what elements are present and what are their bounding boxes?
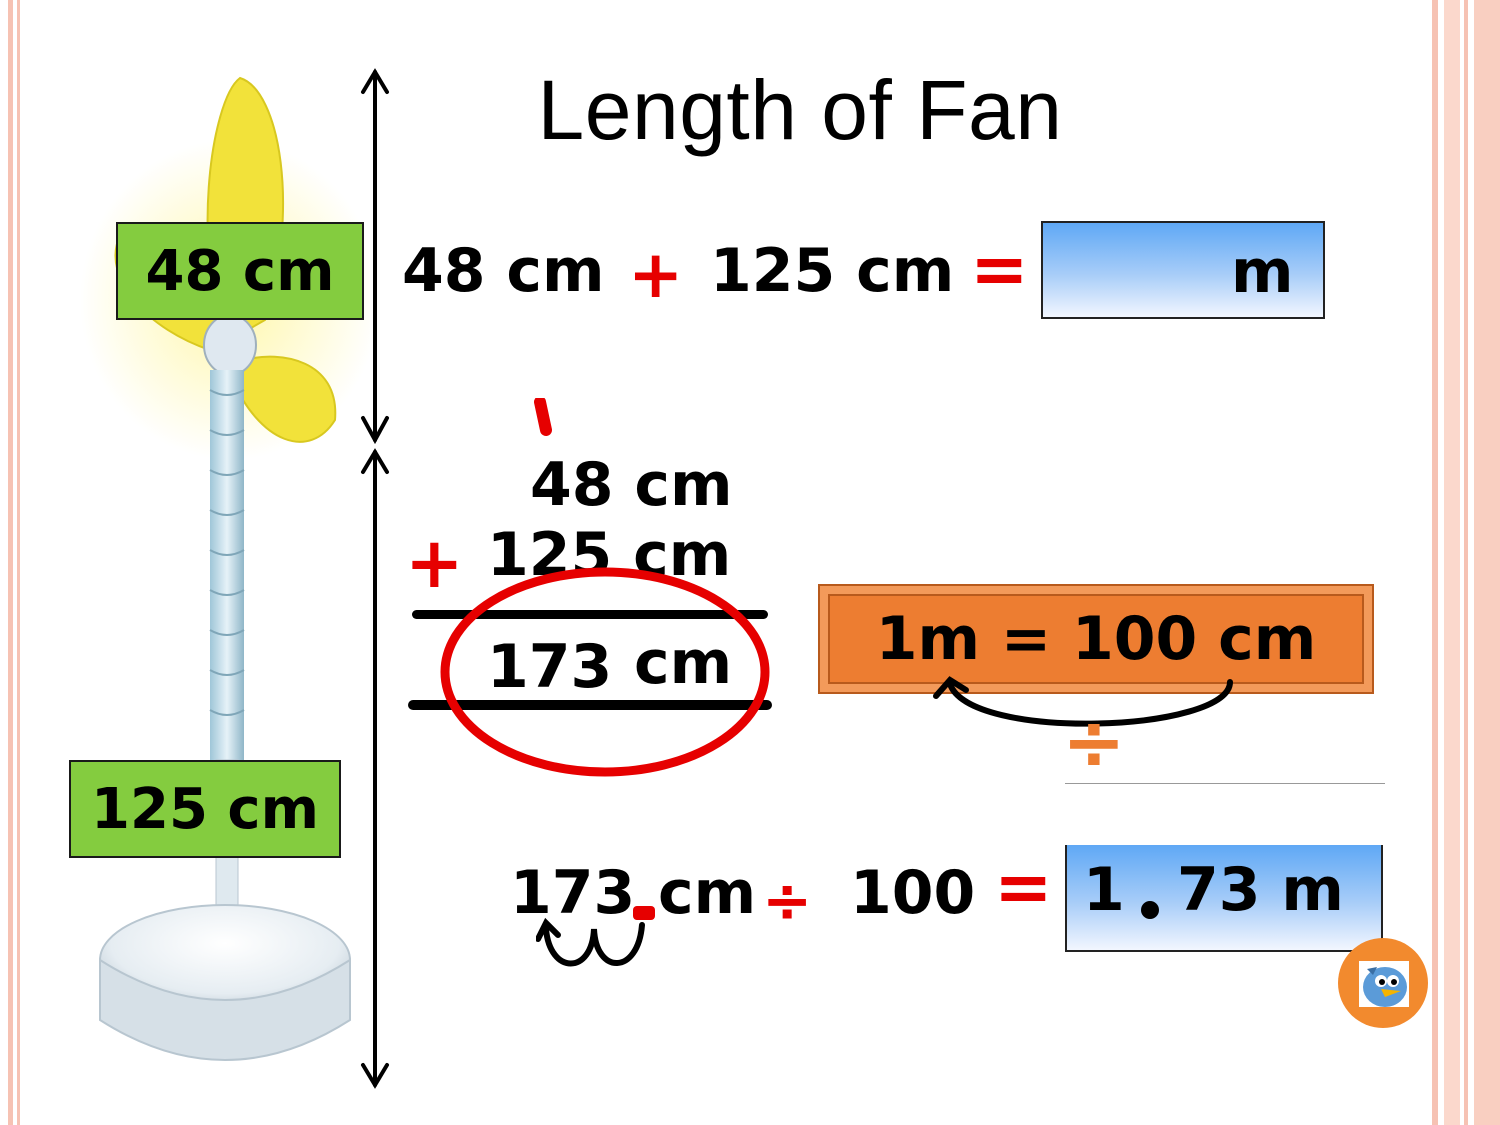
blue-bird-icon[interactable] [1337,937,1429,1029]
measure-arrows [361,68,389,1089]
conversion-divide-icon: ÷ [1062,697,1126,786]
answer-box[interactable]: m [1041,221,1325,319]
label-top-part: 48 cm [116,222,364,320]
fan-illustration [80,76,370,1061]
label-bottom-part: 125 cm [69,760,341,858]
division-divide: ÷ [762,866,813,936]
answer-unit: m [1231,237,1294,307]
right-stripe-4 [1474,0,1500,1125]
right-stripe-2 [1444,0,1460,1125]
right-stripe [1432,0,1438,1125]
conversion-fact: 1m = 100 cm [875,604,1317,674]
page-title: Length of Fan [537,63,1063,157]
column-sum-unit: cm [634,628,733,698]
result-int: 1 [1083,855,1125,925]
conversion-fact-box: 1m = 100 cm [818,584,1374,694]
conversion-arc-arrow [933,676,1233,727]
decimal-hop-arrows [536,917,645,967]
division-divisor: 100 [850,858,976,928]
division-equals: = [994,846,1053,928]
left-stripe-inner [17,0,20,1125]
red-tick-mark [534,398,552,436]
column-addend2: 125 cm [487,520,732,590]
left-stripe [8,0,13,1125]
column-sum-number: 173 [487,632,613,702]
result-decimal-point [1141,901,1159,919]
red-circle-highlight [440,567,770,777]
decimal-point-marker [633,906,655,920]
equation-term1: 48 cm [402,236,605,306]
equation-equals: = [970,228,1029,310]
column-plus: + [405,522,464,604]
result-box: 1 73 m [1065,845,1383,952]
right-stripe-3 [1464,0,1468,1125]
result-frac: 73 m [1177,855,1344,925]
column-line-top [412,610,768,619]
column-addend1: 48 cm [530,450,733,520]
equation-plus: + [628,236,684,313]
column-line-bottom [408,700,772,710]
division-number: 173 [510,858,636,928]
division-unit: cm [658,858,757,928]
equation-term2: 125 cm [710,236,955,306]
separator-line [1065,783,1385,784]
